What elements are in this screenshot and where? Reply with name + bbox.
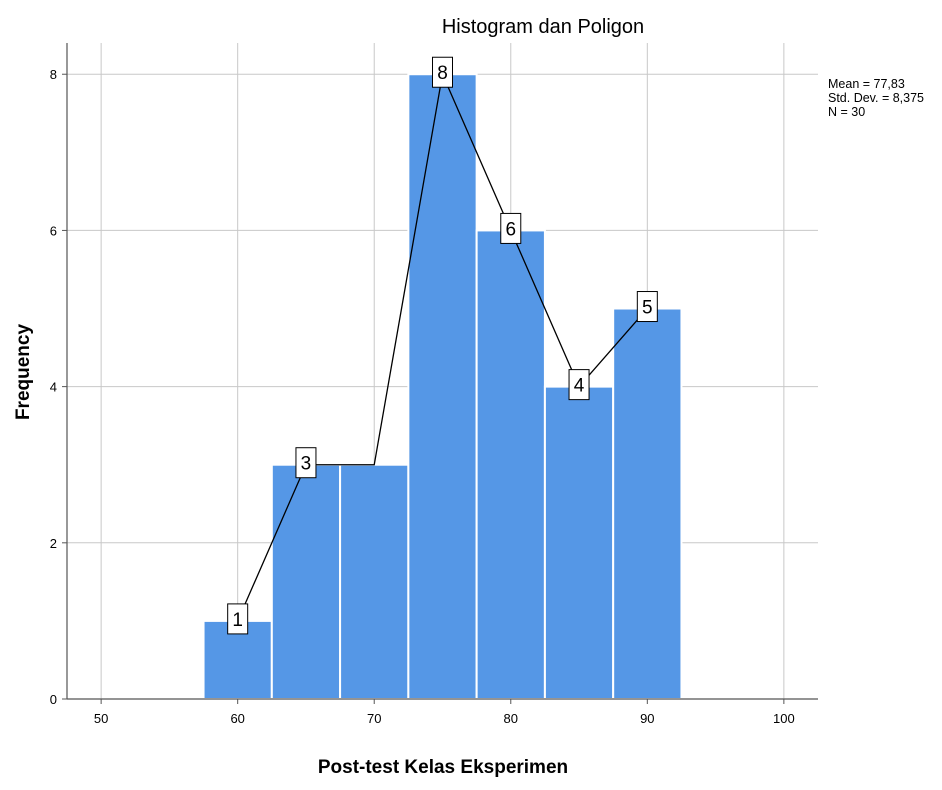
axes-layer bbox=[66, 43, 818, 700]
stat-std-dev: Std. Dev. = 8,375 bbox=[828, 91, 924, 105]
histogram-bar bbox=[407, 73, 478, 700]
polygon-label-box bbox=[295, 447, 317, 479]
ticks-layer: 50 60 70 80 90 100 0 2 4 6 8 bbox=[50, 67, 795, 726]
polygon-point-label: 3 bbox=[295, 447, 317, 479]
polygon-point-label: 6 bbox=[500, 212, 522, 244]
x-tick-label: 50 bbox=[94, 711, 108, 726]
polygon-label-box bbox=[500, 212, 522, 244]
x-tick-label: 70 bbox=[367, 711, 381, 726]
histogram-bar bbox=[475, 229, 546, 701]
y-tick-label: 4 bbox=[50, 380, 57, 395]
y-tick-label: 2 bbox=[50, 536, 57, 551]
x-tick-label: 60 bbox=[230, 711, 244, 726]
stat-n: N = 30 bbox=[828, 105, 865, 119]
polygon-label-text: 4 bbox=[574, 376, 585, 397]
stats-box: Mean = 77,83 Std. Dev. = 8,375 N = 30 bbox=[828, 77, 924, 119]
polygon-label-box bbox=[432, 56, 453, 88]
y-tick-label: 0 bbox=[50, 692, 57, 707]
polygon-point-label: 5 bbox=[636, 291, 658, 323]
stat-mean: Mean = 77,83 bbox=[828, 77, 905, 91]
polygon-label-text: 6 bbox=[505, 219, 516, 240]
polygon-label-box bbox=[636, 291, 658, 323]
x-tick-label: 90 bbox=[640, 711, 654, 726]
histogram-bar bbox=[612, 307, 683, 700]
polygon-point-label: 4 bbox=[568, 369, 590, 401]
polygon-label-text: 5 bbox=[642, 298, 653, 319]
y-axis-label: Frequency bbox=[13, 324, 34, 421]
polygon-label-box bbox=[227, 603, 249, 635]
polygon-label-text: 8 bbox=[437, 63, 448, 84]
chart-title: Histogram dan Poligon bbox=[442, 16, 644, 38]
polygon-point-label: 8 bbox=[432, 56, 453, 88]
histogram-bar bbox=[339, 463, 410, 701]
y-tick-label: 8 bbox=[50, 67, 57, 82]
x-axis-label: Post-test Kelas Eksperimen bbox=[318, 757, 568, 778]
x-tick-label: 80 bbox=[504, 711, 518, 726]
y-tick-label: 6 bbox=[50, 223, 57, 238]
polygon-label-text: 3 bbox=[301, 454, 312, 475]
x-tick-label: 100 bbox=[773, 711, 795, 726]
polygon-label-box bbox=[568, 369, 590, 401]
histogram-bar bbox=[543, 385, 615, 700]
polygon-label-text: 1 bbox=[232, 610, 243, 631]
polygon-point-label: 1 bbox=[227, 603, 249, 635]
polygon-layer: 1 3 8 6 4 5 bbox=[227, 56, 658, 635]
histogram-bar bbox=[270, 463, 342, 701]
